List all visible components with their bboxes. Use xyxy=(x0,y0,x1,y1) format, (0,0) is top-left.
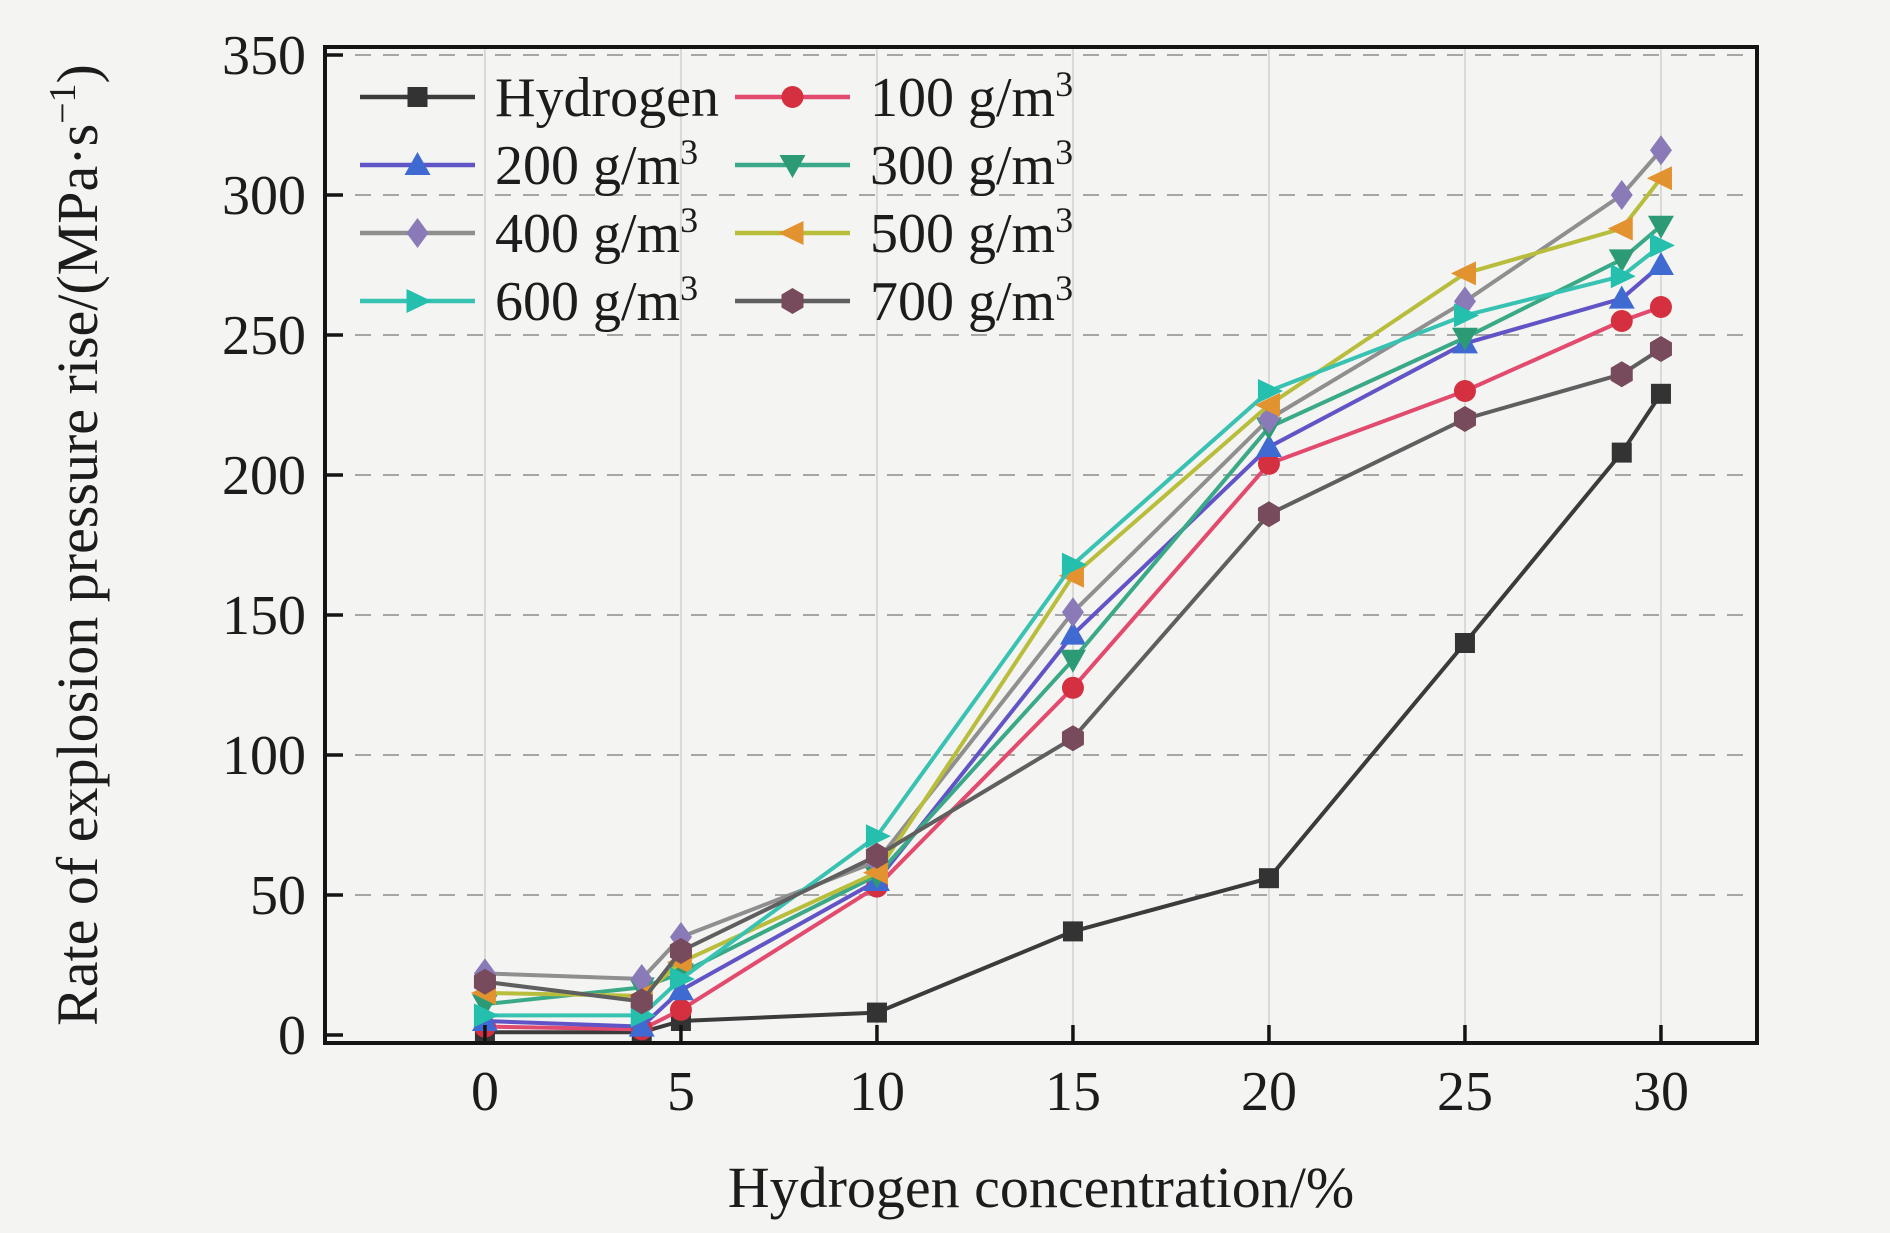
square-marker xyxy=(407,87,428,107)
circle-marker xyxy=(1061,676,1084,699)
square-marker xyxy=(1650,383,1671,404)
legend-label: 200 g/m3 xyxy=(495,132,698,197)
diamond-marker xyxy=(406,218,429,248)
diamond-marker xyxy=(1610,180,1633,211)
legend-item-500-g-m: 500 g/m3 xyxy=(735,200,1073,265)
hexagon-marker xyxy=(1257,501,1280,528)
diamond-marker xyxy=(1061,597,1084,628)
triangle-left-marker xyxy=(1058,563,1084,588)
triangle-up-marker xyxy=(1059,621,1086,645)
x-axis-title: Hydrogen concentration/% xyxy=(728,1155,1355,1220)
circle-marker xyxy=(669,998,692,1021)
y-tick-label: 50 xyxy=(250,865,306,927)
triangle-right-marker xyxy=(1610,264,1636,289)
legend-item-700-g-m: 700 g/m3 xyxy=(735,268,1073,333)
legend-item-hydrogen: Hydrogen xyxy=(360,67,719,129)
triangle-left-marker xyxy=(1607,216,1633,241)
hexagon-marker xyxy=(669,937,692,964)
triangle-left-marker xyxy=(1450,261,1476,286)
triangle-down-marker xyxy=(1059,649,1086,673)
hexagon-marker xyxy=(865,842,888,869)
circle-marker xyxy=(1453,380,1476,403)
legend-label: 600 g/m3 xyxy=(495,268,698,333)
triangle-right-marker xyxy=(865,824,891,849)
hexagon-marker xyxy=(1061,725,1084,752)
triangle-left-marker xyxy=(778,221,804,245)
hexagon-marker xyxy=(781,288,804,314)
triangle-up-marker xyxy=(667,977,694,1001)
y-axis-title: Rate of explosion pressure rise/(MPa·s−1… xyxy=(42,64,110,1026)
legend-item-300-g-m: 300 g/m3 xyxy=(735,132,1073,197)
circle-marker xyxy=(1257,452,1280,475)
square-marker xyxy=(866,1002,887,1023)
triangle-left-marker xyxy=(1254,393,1280,418)
triangle-down-marker xyxy=(779,155,806,178)
legend-item-600-g-m: 600 g/m3 xyxy=(360,268,698,333)
triangle-right-marker xyxy=(406,289,432,313)
legend-label: Hydrogen xyxy=(495,67,719,129)
y-tick-label: 150 xyxy=(222,585,306,647)
square-marker xyxy=(1062,921,1083,942)
legend-label: 300 g/m3 xyxy=(870,132,1073,197)
hexagon-marker xyxy=(1610,361,1633,388)
triangle-right-marker xyxy=(1649,233,1675,258)
circle-marker xyxy=(1610,310,1633,333)
series-700-g-m xyxy=(473,336,1672,1015)
square-marker xyxy=(1454,632,1475,653)
triangle-right-marker xyxy=(1453,303,1479,328)
circle-marker xyxy=(781,86,804,108)
triangle-down-marker xyxy=(1608,249,1635,273)
legend: Hydrogen 100 g/m3 200 g/m3 300 g/m3 400 g/m3… xyxy=(360,64,1073,333)
gridlines xyxy=(327,49,1755,1041)
x-tick-label: 10 xyxy=(849,1061,905,1123)
x-tick-label: 0 xyxy=(471,1061,499,1123)
x-tick-label: 30 xyxy=(1633,1061,1689,1123)
y-tick-label: 100 xyxy=(222,725,306,787)
x-tick-label: 5 xyxy=(667,1061,695,1123)
legend-item-200-g-m: 200 g/m3 xyxy=(360,132,698,197)
triangle-left-marker xyxy=(1646,166,1672,191)
plot-border xyxy=(323,45,1759,1045)
series-100-g-m xyxy=(473,296,1672,1041)
triangle-left-marker xyxy=(862,860,888,885)
hexagon-marker xyxy=(473,968,496,995)
y-tick-label: 200 xyxy=(222,445,306,507)
legend-item-100-g-m: 100 g/m3 xyxy=(735,64,1073,129)
legend-label: 500 g/m3 xyxy=(870,200,1073,265)
legend-label: 400 g/m3 xyxy=(495,200,698,265)
legend-item-400-g-m: 400 g/m3 xyxy=(360,200,698,265)
y-tick-label: 350 xyxy=(222,25,306,87)
y-tick-label: 250 xyxy=(222,305,306,367)
x-tick-label: 20 xyxy=(1241,1061,1297,1123)
legend-label: 700 g/m3 xyxy=(870,268,1073,333)
x-tick-label: 25 xyxy=(1437,1061,1493,1123)
series-600-g-m xyxy=(473,233,1675,1028)
triangle-up-marker xyxy=(1255,434,1282,458)
circle-marker xyxy=(1649,296,1672,319)
hexagon-marker xyxy=(1649,336,1672,363)
square-marker xyxy=(1258,868,1279,889)
legend-label: 100 g/m3 xyxy=(870,64,1073,129)
triangle-right-marker xyxy=(1061,552,1087,577)
hexagon-marker xyxy=(630,988,653,1015)
triangle-right-marker xyxy=(669,966,695,991)
triangle-down-marker xyxy=(1647,215,1674,239)
triangle-up-marker xyxy=(1608,285,1635,309)
y-tick-label: 0 xyxy=(278,1005,306,1067)
triangle-right-marker xyxy=(1257,379,1283,404)
x-tick-label: 15 xyxy=(1045,1061,1101,1123)
triangle-down-marker xyxy=(1451,327,1478,351)
triangle-up-marker xyxy=(628,1013,655,1037)
triangle-up-marker xyxy=(1647,252,1674,276)
triangle-up-marker xyxy=(404,152,431,175)
square-marker xyxy=(1611,442,1632,463)
y-tick-label: 300 xyxy=(222,165,306,227)
triangle-right-marker xyxy=(473,1003,499,1028)
diamond-marker xyxy=(1649,135,1672,166)
hexagon-marker xyxy=(1453,406,1476,433)
